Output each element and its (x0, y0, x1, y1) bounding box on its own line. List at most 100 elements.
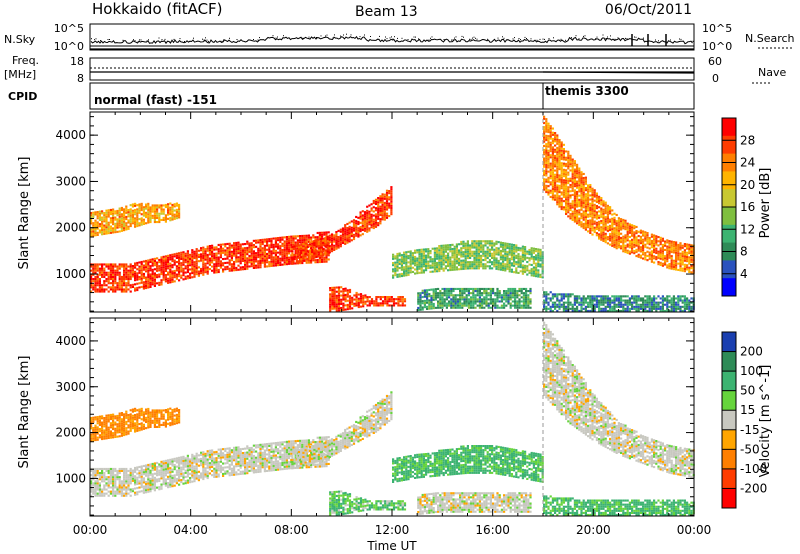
power-cell (151, 281, 154, 284)
power-cell (648, 295, 651, 298)
power-cell (96, 211, 99, 214)
power-cell (505, 300, 508, 303)
power-cell (549, 164, 552, 167)
power-cell (562, 143, 565, 146)
power-cell (129, 275, 132, 278)
power-cell (390, 300, 393, 303)
power-cell (554, 134, 557, 137)
power-cell (186, 260, 189, 263)
power-cell (644, 295, 647, 298)
power-cell (429, 260, 432, 263)
power-cell (348, 221, 351, 224)
power-cell (462, 253, 465, 256)
power-cell (319, 238, 323, 241)
power-cell (226, 265, 229, 268)
power-cell (107, 215, 110, 218)
power-cell (335, 231, 338, 234)
power-cell (153, 216, 156, 219)
power-cell (622, 218, 625, 221)
power-cell (149, 269, 152, 272)
power-cell (109, 265, 112, 268)
power-cell (580, 299, 583, 302)
power-cell (171, 216, 174, 219)
power-cell (342, 292, 345, 295)
power-cell (434, 294, 437, 297)
power-cell (250, 258, 253, 261)
power-cell (613, 218, 616, 221)
power-cell (255, 239, 258, 242)
power-cell (525, 296, 528, 299)
power-cell (506, 251, 509, 254)
power-cell (639, 299, 642, 302)
power-cell (178, 210, 181, 213)
power-cell (422, 252, 425, 255)
power-cell (609, 212, 612, 215)
power-cell (580, 303, 583, 306)
power-cell (545, 164, 548, 167)
power-cell (432, 305, 435, 308)
power-cell (250, 256, 253, 259)
power-cell (455, 266, 458, 269)
power-cell (545, 166, 548, 169)
power-cell (453, 268, 456, 271)
power-cell (562, 187, 565, 190)
power-cell (211, 265, 214, 268)
power-cell (582, 195, 585, 198)
power-cell (379, 213, 382, 216)
power-cell (293, 253, 296, 256)
power-cell (333, 290, 336, 293)
power-cell (123, 227, 126, 230)
power-cell (101, 288, 104, 291)
power-cell (444, 265, 447, 268)
power-cell (584, 299, 587, 302)
power-cell (532, 262, 535, 265)
power-cell (677, 243, 680, 246)
power-cell (333, 248, 336, 251)
power-cell (107, 273, 110, 276)
power-cell (127, 288, 130, 291)
power-cell (475, 250, 478, 253)
power-cell (626, 233, 629, 236)
power-cell (263, 255, 266, 258)
power-cell (123, 275, 126, 278)
power-cell (560, 170, 563, 173)
power-cell (129, 216, 132, 219)
power-cell (351, 303, 354, 306)
power-cell (331, 307, 334, 310)
power-cell (646, 297, 649, 300)
power-cell (549, 150, 552, 153)
power-cell (506, 253, 509, 256)
power-cell (659, 251, 662, 254)
power-cell (346, 235, 349, 238)
power-cell (304, 250, 307, 253)
power-cell (394, 265, 397, 268)
power-cell (318, 261, 321, 264)
power-cell (502, 248, 505, 251)
power-cell (484, 240, 487, 243)
power-cell (516, 304, 519, 307)
power-cell (527, 298, 530, 301)
power-cell (644, 233, 647, 236)
power-cell (526, 261, 529, 264)
power-cell (496, 292, 499, 295)
power-cell (474, 302, 477, 305)
power-cell (123, 210, 126, 213)
power-cell (92, 267, 95, 270)
power-cell (175, 277, 178, 280)
power-cell (642, 230, 645, 233)
power-cell (591, 229, 594, 232)
power-cell (543, 130, 546, 133)
power-cell (622, 237, 625, 240)
power-cell (434, 288, 437, 291)
power-cell (571, 162, 574, 165)
power-cell (503, 290, 506, 293)
power-cell (277, 262, 280, 265)
power-cell (496, 298, 499, 301)
power-cell (219, 252, 222, 255)
power-cell (290, 241, 293, 244)
power-cell (233, 246, 236, 249)
power-cell (283, 246, 286, 249)
power-cell (554, 136, 557, 139)
power-cell (153, 259, 156, 262)
power-cell (453, 256, 456, 259)
